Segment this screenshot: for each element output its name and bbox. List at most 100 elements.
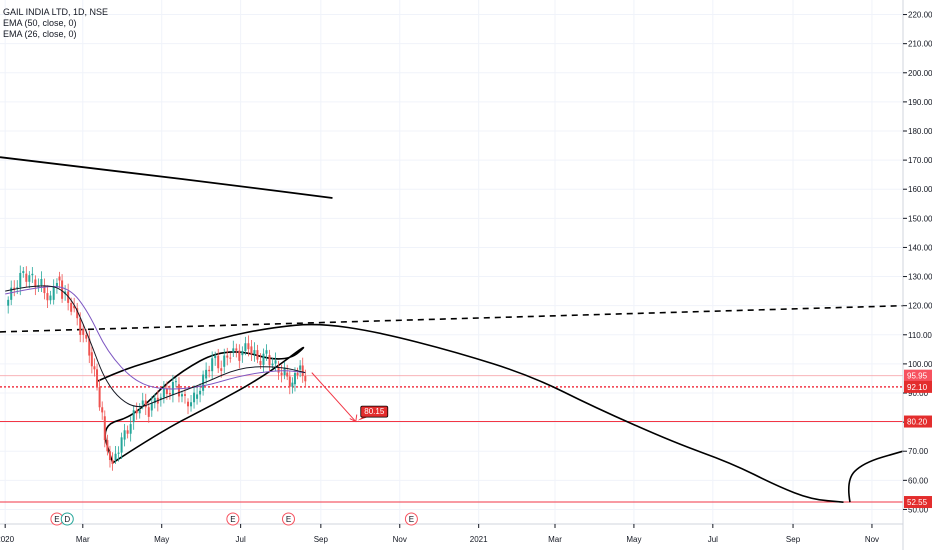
y-tick-label: 160.00 bbox=[908, 185, 932, 194]
event-marker bbox=[60, 512, 74, 526]
candle-body bbox=[253, 350, 256, 355]
time-axis: 2020 Mar May Jul Sep Nov 2021 Mar May Jul Sep Nov bbox=[0, 524, 879, 544]
y-tick-label: 90.00 bbox=[908, 389, 929, 398]
candle-body bbox=[16, 287, 19, 289]
candle-body bbox=[229, 357, 232, 359]
price-tag bbox=[904, 496, 932, 509]
y-tick-label: 200.00 bbox=[908, 69, 932, 78]
price-axis: 50.0060.0070.0080.0090.00100.00110.00120… bbox=[903, 11, 932, 514]
chart-legend: GAIL INDIA LTD, 1D, NSE EMA (50, close, … bbox=[3, 7, 108, 40]
candle-body bbox=[168, 393, 171, 395]
event-marker-label: E bbox=[286, 515, 291, 524]
symbol-title[interactable]: GAIL INDIA LTD, 1D, NSE bbox=[3, 7, 109, 17]
candle-body bbox=[10, 287, 13, 300]
candle-body bbox=[126, 430, 129, 434]
candle-body bbox=[114, 453, 117, 460]
candle-body bbox=[301, 365, 304, 376]
x-tick-label: Sep bbox=[314, 535, 329, 544]
ema-lines bbox=[5, 285, 306, 408]
candle-body bbox=[199, 390, 202, 395]
candle-body bbox=[46, 293, 49, 301]
x-tick-label: 2021 bbox=[470, 535, 488, 544]
x-tick-label: Sep bbox=[786, 535, 801, 544]
candle-body bbox=[25, 273, 28, 282]
y-tick-label: 180.00 bbox=[908, 127, 932, 136]
ema26-line bbox=[5, 285, 306, 408]
candle-body bbox=[96, 369, 99, 387]
dashed-resistance-line bbox=[0, 304, 904, 333]
rising-channel bbox=[104, 346, 305, 464]
candle-body bbox=[28, 275, 31, 282]
candle-body bbox=[123, 430, 126, 440]
candle-body bbox=[150, 403, 153, 411]
ema50-legend[interactable]: EMA (50, close, 0) bbox=[3, 18, 77, 28]
price-levels bbox=[0, 375, 903, 503]
price-tags: 95.95 92.10 80.20 52.55 bbox=[904, 369, 932, 509]
candle-body bbox=[49, 295, 52, 301]
candle-body bbox=[106, 440, 109, 452]
candle-body bbox=[256, 350, 259, 360]
candle-body bbox=[73, 305, 76, 309]
candle-body bbox=[90, 352, 93, 367]
candle-body bbox=[19, 272, 22, 288]
y-tick-label: 220.00 bbox=[908, 11, 932, 20]
candle-body bbox=[88, 338, 91, 356]
candle-body bbox=[280, 372, 283, 376]
candle-body bbox=[174, 381, 177, 383]
candle-body bbox=[180, 394, 183, 397]
candle-body bbox=[177, 384, 180, 397]
x-tick-label: Mar bbox=[76, 535, 90, 544]
event-marker-label: E bbox=[409, 515, 414, 524]
candle-body bbox=[293, 373, 296, 385]
y-tick-label: 170.00 bbox=[908, 156, 932, 165]
candle-body bbox=[82, 328, 85, 335]
candle-body bbox=[171, 382, 174, 395]
event-marker-label: E bbox=[54, 515, 59, 524]
candle-body bbox=[183, 394, 186, 396]
candle-body bbox=[291, 382, 294, 387]
candle-body bbox=[241, 351, 244, 356]
candle-body bbox=[271, 363, 274, 366]
candle-body bbox=[193, 392, 196, 403]
hook-curve bbox=[848, 450, 904, 503]
y-tick-label: 110.00 bbox=[908, 331, 932, 340]
price-tag-label: 80.20 bbox=[907, 418, 928, 427]
candle-body bbox=[76, 308, 79, 319]
candle-body bbox=[132, 410, 135, 423]
ema50-line bbox=[5, 286, 306, 390]
y-tick-label: 130.00 bbox=[908, 273, 932, 282]
candle-body bbox=[40, 278, 43, 286]
candle-body bbox=[43, 285, 46, 294]
y-tick-label: 190.00 bbox=[908, 98, 932, 107]
candlesticks bbox=[7, 265, 307, 471]
candle-body bbox=[190, 402, 193, 407]
candle-body bbox=[79, 318, 82, 335]
ema26-legend[interactable]: EMA (26, close, 0) bbox=[3, 29, 77, 39]
projection-arc bbox=[96, 323, 844, 503]
candle-body bbox=[247, 343, 250, 350]
candle-body bbox=[144, 400, 147, 408]
candle-body bbox=[103, 416, 106, 441]
price-tag-label: 95.95 bbox=[907, 372, 928, 381]
candle-body bbox=[223, 355, 226, 367]
candle-body bbox=[147, 407, 150, 417]
candle-body bbox=[238, 350, 241, 361]
chart-grid bbox=[0, 0, 903, 524]
candle-body bbox=[70, 302, 73, 312]
x-tick-label: May bbox=[626, 535, 641, 544]
candle-body bbox=[304, 375, 307, 382]
candle-body bbox=[7, 299, 10, 306]
x-tick-label: Nov bbox=[865, 535, 879, 544]
candle-body bbox=[52, 286, 55, 300]
y-tick-label: 150.00 bbox=[908, 214, 932, 223]
event-marker bbox=[404, 512, 418, 526]
candle-body bbox=[162, 388, 165, 398]
candle-body bbox=[217, 355, 220, 369]
x-tick-label: Mar bbox=[548, 535, 562, 544]
y-tick-label: 210.00 bbox=[908, 40, 932, 49]
candle-body bbox=[159, 397, 162, 399]
candle-body bbox=[117, 452, 120, 454]
y-tick-label: 120.00 bbox=[908, 302, 932, 311]
